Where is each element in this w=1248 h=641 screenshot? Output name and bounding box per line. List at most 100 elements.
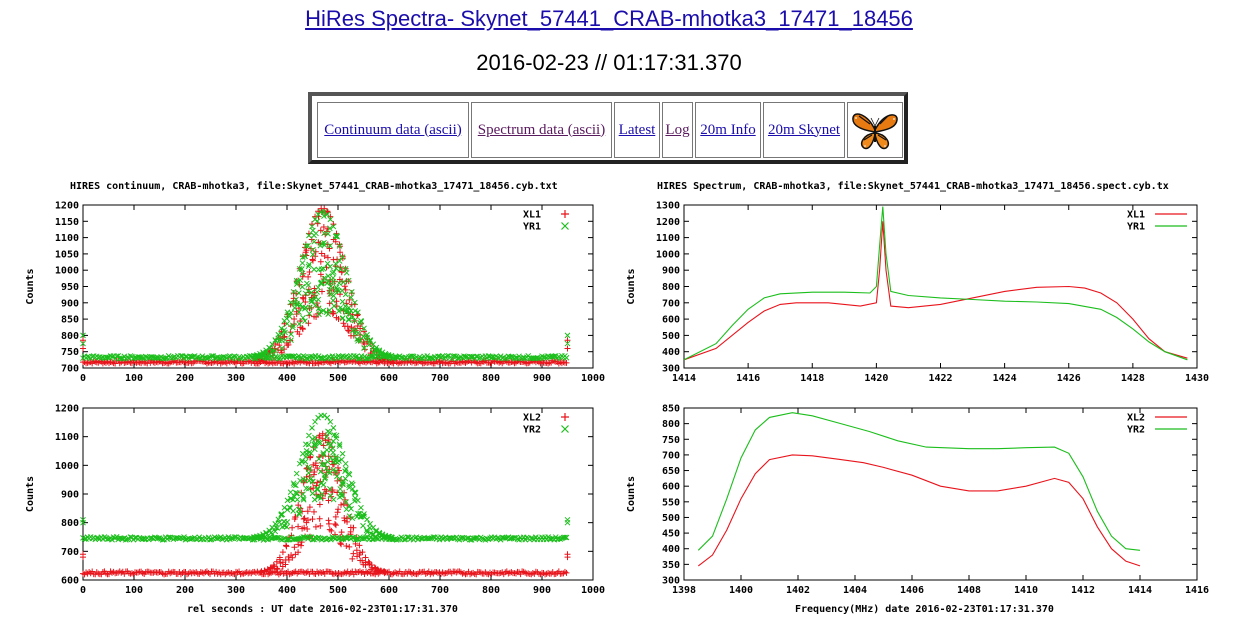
x-tick-label: 1414 <box>1128 585 1152 596</box>
y-tick-label: 1100 <box>55 432 79 443</box>
legend-label: XL1 <box>523 210 541 221</box>
20m-info-link[interactable]: 20m Info <box>695 102 761 158</box>
legend-label: YR2 <box>1127 425 1145 436</box>
x-tick-label: 1400 <box>729 585 753 596</box>
butterfly-icon[interactable] <box>850 106 900 154</box>
y-tick-label: 350 <box>662 560 680 571</box>
x-tick-label: 1416 <box>736 373 760 384</box>
y-tick-label: 1000 <box>656 249 680 260</box>
x-tick-label: 300 <box>227 373 245 384</box>
x-tick-label: 1406 <box>900 585 924 596</box>
y-axis-label: Counts <box>25 268 36 304</box>
y-tick-label: 550 <box>662 497 680 508</box>
log-link[interactable]: Log <box>662 102 693 158</box>
y-tick-label: 1000 <box>55 461 79 472</box>
x-tick-label: 200 <box>176 585 194 596</box>
x-tick-label: 1000 <box>581 585 605 596</box>
y-tick-label: 1200 <box>55 404 79 415</box>
left-plot-title: HIRES continuum, CRAB-mhotka3, file:Skyn… <box>70 181 558 192</box>
x-tick-label: 1410 <box>1014 585 1038 596</box>
continuum-chart-2: 0 100 200 300 400 500 600 700 800 900 1000 600 700 80… <box>25 404 605 597</box>
series-line-XL2 <box>697 454 1141 567</box>
x-tick-label: 100 <box>125 373 143 384</box>
20m-skynet-link[interactable]: 20m Skynet <box>763 102 845 158</box>
x-tick-label: 1416 <box>1185 585 1209 596</box>
y-axis-label: Counts <box>626 268 637 304</box>
y-tick-label: 700 <box>662 298 680 309</box>
y-tick-label: 1100 <box>55 233 79 244</box>
right-x-axis-label: Frequency(MHz) date 2016-02-23T01:17:31.… <box>795 604 1054 615</box>
x-tick-label: 1430 <box>1185 373 1209 384</box>
legend-swatch <box>561 425 569 433</box>
x-tick-label: 900 <box>533 585 551 596</box>
y-tick-label: 800 <box>61 331 79 342</box>
y-tick-label: 650 <box>662 466 680 477</box>
x-tick-label: 1424 <box>993 373 1017 384</box>
y-tick-label: 700 <box>61 364 79 375</box>
y-tick-label: 900 <box>61 298 79 309</box>
legend-label: XL2 <box>1127 413 1145 424</box>
x-tick-label: 600 <box>380 585 398 596</box>
x-tick-label: 300 <box>227 585 245 596</box>
legend-swatch <box>561 413 569 421</box>
x-tick-label: 1000 <box>581 373 605 384</box>
y-tick-label: 300 <box>662 576 680 587</box>
y-tick-label: 800 <box>61 518 79 529</box>
y-tick-label: 450 <box>662 529 680 540</box>
y-tick-label: 900 <box>662 266 680 277</box>
x-tick-label: 400 <box>278 585 296 596</box>
x-tick-label: 1422 <box>928 373 952 384</box>
continuum-data-link[interactable]: Continuum data (ascii) <box>317 102 469 158</box>
legend-swatch <box>561 222 569 230</box>
legend-label: XL2 <box>523 413 541 424</box>
y-tick-label: 1050 <box>55 249 79 260</box>
x-tick-label: 1398 <box>672 585 696 596</box>
y-tick-label: 300 <box>662 364 680 375</box>
y-axis-label: Counts <box>626 476 637 512</box>
y-tick-label: 800 <box>662 419 680 430</box>
y-tick-label: 600 <box>662 315 680 326</box>
y-tick-label: 1150 <box>55 217 79 228</box>
y-tick-label: 1100 <box>656 233 680 244</box>
x-tick-label: 1428 <box>1121 373 1145 384</box>
timestamp: 2016-02-23 // 01:17:31.370 <box>476 50 742 75</box>
continuum-chart-1: 0 100 200 300 400 500 600 700 800 900 1000 700 750 80… <box>25 201 605 385</box>
y-tick-label: 600 <box>61 576 79 587</box>
page-title-link[interactable]: HiRes Spectra- Skynet_57441_CRAB-mhotka3… <box>305 6 913 31</box>
x-tick-label: 700 <box>431 373 449 384</box>
y-tick-label: 950 <box>61 282 79 293</box>
x-tick-label: 700 <box>431 585 449 596</box>
spectrum-data-link[interactable]: Spectrum data (ascii) <box>471 102 612 158</box>
y-tick-label: 1300 <box>656 201 680 212</box>
spectrum-chart-2: 1398 1400 1402 1404 1406 1408 1410 1412 1414 1416… <box>626 404 1209 597</box>
right-plot-title: HIRES Spectrum, CRAB-mhotka3, file:Skyne… <box>657 181 1169 192</box>
spectrum-chart-1: 1414 1416 1418 1420 1422 1424 1426 1428 1430 300 4… <box>626 201 1209 385</box>
y-tick-label: 1000 <box>55 266 79 277</box>
x-tick-label: 500 <box>329 373 347 384</box>
x-tick-label: 1412 <box>1071 585 1095 596</box>
series-line-YR2 <box>697 412 1141 551</box>
y-axis-label: Counts <box>25 476 36 512</box>
series-points-YR2 <box>80 412 571 543</box>
plot-frame <box>683 204 1198 369</box>
y-tick-label: 700 <box>662 450 680 461</box>
x-tick-label: 1426 <box>1057 373 1081 384</box>
legend-label: YR1 <box>523 222 541 233</box>
x-tick-label: 800 <box>482 585 500 596</box>
y-tick-label: 400 <box>662 544 680 555</box>
series-points-XL1 <box>80 205 571 367</box>
y-tick-label: 850 <box>61 315 79 326</box>
x-tick-label: 500 <box>329 585 347 596</box>
y-tick-label: 850 <box>662 404 680 415</box>
legend-label: XL1 <box>1127 210 1145 221</box>
latest-link[interactable]: Latest <box>614 102 660 158</box>
y-tick-label: 500 <box>662 331 680 342</box>
butterfly-cell[interactable] <box>847 102 903 158</box>
series-line-XL1 <box>683 221 1188 361</box>
x-tick-label: 900 <box>533 373 551 384</box>
x-tick-label: 0 <box>80 373 86 384</box>
y-tick-label: 500 <box>662 513 680 524</box>
y-tick-label: 900 <box>61 490 79 501</box>
y-tick-label: 800 <box>662 282 680 293</box>
x-tick-label: 1404 <box>843 585 867 596</box>
